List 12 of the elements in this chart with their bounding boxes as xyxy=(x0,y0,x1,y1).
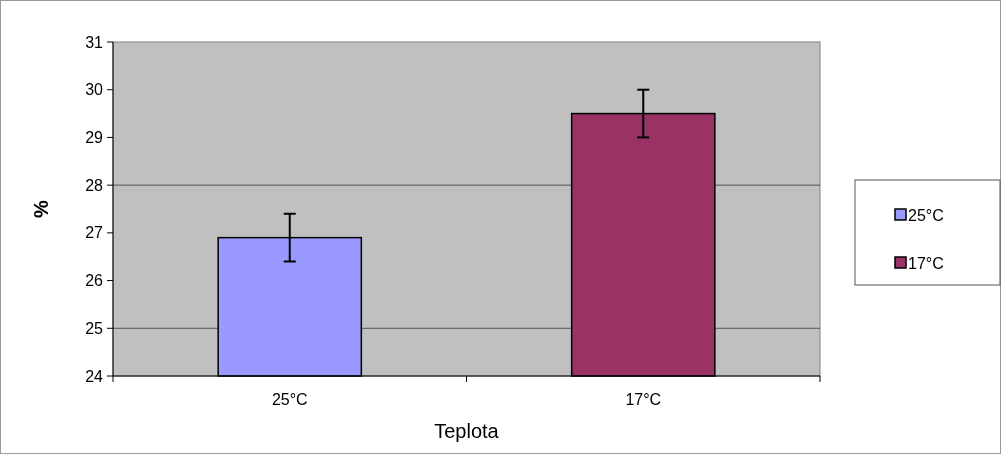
y-tick-label: 28 xyxy=(85,176,104,194)
y-tick-label: 26 xyxy=(85,272,104,290)
y-tick-label: 24 xyxy=(85,367,104,385)
legend-label: 17°C xyxy=(908,254,944,272)
legend-label: 25°C xyxy=(908,206,944,224)
y-tick-label: 29 xyxy=(85,129,104,147)
y-tick-label: 30 xyxy=(85,81,104,99)
y-tick-label: 27 xyxy=(85,224,104,242)
y-axis-title: % xyxy=(30,199,52,218)
x-axis-title: Teplota xyxy=(434,420,500,442)
y-tick-label: 31 xyxy=(85,33,104,51)
y-tick-label: 25 xyxy=(85,319,104,337)
